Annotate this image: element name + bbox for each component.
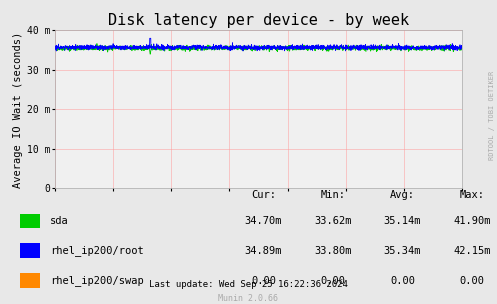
Text: Min:: Min: bbox=[321, 191, 345, 200]
Text: Cur:: Cur: bbox=[251, 191, 276, 200]
Y-axis label: Average IO Wait (seconds): Average IO Wait (seconds) bbox=[13, 31, 23, 188]
Text: 42.15m: 42.15m bbox=[453, 246, 491, 256]
Text: RDTOOL / TOBI OETIKER: RDTOOL / TOBI OETIKER bbox=[489, 71, 495, 160]
Text: Avg:: Avg: bbox=[390, 191, 415, 200]
Text: 35.14m: 35.14m bbox=[384, 216, 421, 226]
Bar bbox=[20, 243, 40, 258]
Text: 0.00: 0.00 bbox=[390, 276, 415, 285]
Text: 33.62m: 33.62m bbox=[314, 216, 352, 226]
Text: 34.70m: 34.70m bbox=[245, 216, 282, 226]
Text: rhel_ip200/swap: rhel_ip200/swap bbox=[50, 275, 144, 286]
Text: 0.00: 0.00 bbox=[321, 276, 345, 285]
Text: Max:: Max: bbox=[460, 191, 485, 200]
Text: 0.00: 0.00 bbox=[251, 276, 276, 285]
Text: 0.00: 0.00 bbox=[460, 276, 485, 285]
Text: sda: sda bbox=[50, 216, 69, 226]
Bar bbox=[20, 213, 40, 229]
Text: 33.80m: 33.80m bbox=[314, 246, 352, 256]
Text: Munin 2.0.66: Munin 2.0.66 bbox=[219, 294, 278, 303]
Text: Last update: Wed Sep 25 16:22:36 2024: Last update: Wed Sep 25 16:22:36 2024 bbox=[149, 280, 348, 289]
Text: 35.34m: 35.34m bbox=[384, 246, 421, 256]
Text: 34.89m: 34.89m bbox=[245, 246, 282, 256]
Text: rhel_ip200/root: rhel_ip200/root bbox=[50, 245, 144, 256]
Title: Disk latency per device - by week: Disk latency per device - by week bbox=[108, 13, 409, 28]
Text: 41.90m: 41.90m bbox=[453, 216, 491, 226]
Bar bbox=[20, 273, 40, 288]
